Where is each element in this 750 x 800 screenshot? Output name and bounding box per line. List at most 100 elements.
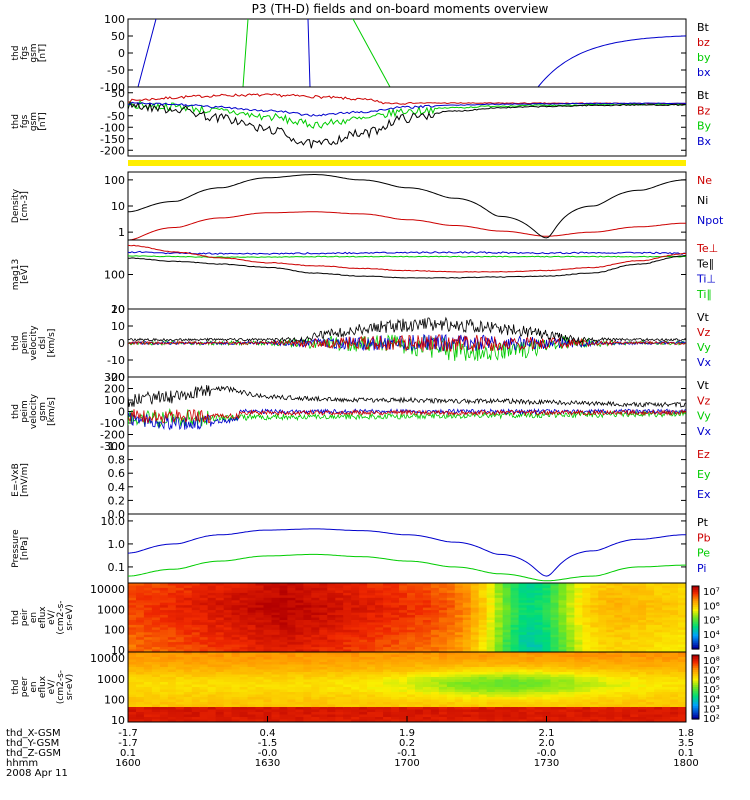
spectrogram-cell (223, 692, 233, 696)
spectrogram-cell (430, 682, 440, 686)
spectrogram-cell (407, 602, 416, 606)
spectrogram-cell (470, 659, 480, 663)
spectrogram-cell (175, 617, 185, 621)
spectrogram-cell (446, 620, 456, 624)
tick-label: 10.0 (101, 515, 126, 528)
spectrogram-cell (574, 620, 583, 624)
spectrogram-cell (247, 662, 257, 666)
spectrogram-cell (151, 689, 161, 693)
spectrogram-cell (590, 592, 599, 596)
spectrogram-cell (287, 682, 296, 686)
spectrogram-cell (478, 697, 488, 701)
spectrogram-cell (399, 719, 408, 722)
spectrogram-cell (630, 612, 639, 616)
spectrogram-cell (415, 667, 424, 671)
spectrogram-cell (231, 652, 241, 656)
spectrogram-cell (582, 615, 591, 619)
spectrogram-cell (678, 682, 686, 686)
spectrogram-cell (407, 714, 416, 718)
spectrogram-cell (422, 712, 432, 716)
spectrogram-cell (287, 649, 296, 652)
legend-vt: Vt (697, 379, 710, 392)
spectrogram-cell (191, 585, 201, 589)
spectrogram-cell (630, 617, 639, 621)
legend-vx: Vx (697, 356, 712, 369)
spectrogram-cell (558, 585, 568, 589)
spectrogram-cell (678, 620, 686, 624)
spectrogram-cell (303, 712, 312, 716)
spectrogram-cell (614, 647, 623, 651)
spectrogram-cell (415, 590, 424, 594)
spectrogram-cell (558, 620, 568, 624)
spectrogram-cell (454, 702, 464, 706)
spectrogram-cell (351, 585, 360, 589)
spectrogram-cell (343, 662, 352, 666)
spectrogram-cell (518, 672, 528, 676)
spectrogram-cell (319, 699, 328, 703)
spectrogram-cell (510, 585, 520, 589)
spectrogram-cell (311, 642, 320, 646)
spectrogram-cell (287, 610, 296, 614)
spectrogram-cell (263, 667, 273, 671)
spectrogram-cell (638, 602, 647, 606)
spectrogram-cell (566, 692, 575, 696)
spectrogram-cell (670, 602, 679, 606)
spectrogram-cell (143, 610, 153, 614)
spectrogram-cell (454, 667, 464, 671)
spectrogram-cell (582, 602, 591, 606)
spectrogram-cell (454, 657, 464, 661)
spectrogram-cell (255, 669, 265, 673)
spectrogram-cell (606, 692, 615, 696)
spectrogram-cell (383, 605, 392, 609)
spectrogram-cell (622, 592, 631, 596)
spectrogram-cell (446, 677, 456, 681)
spectrogram-cell (526, 583, 536, 587)
spectrogram-cell (143, 707, 153, 711)
spectrogram-cell (351, 669, 360, 673)
legend-pe: Pe (697, 547, 710, 560)
spectrogram-cell (167, 642, 177, 646)
spectrogram-cell (614, 595, 623, 599)
spectrogram-cell (542, 659, 552, 663)
spectrogram-cell (303, 610, 312, 614)
spectrogram-cell (223, 649, 233, 652)
spectrogram-cell (670, 679, 679, 683)
spectrogram-cell (375, 592, 384, 596)
spectrogram-cell (550, 652, 560, 656)
spectrogram-cell (446, 610, 456, 614)
spectrogram-cell (646, 682, 655, 686)
spectrogram-cell (343, 674, 352, 678)
spectrogram-cell (247, 657, 257, 661)
spectrogram-cell (375, 600, 384, 604)
spectrogram-cell (255, 647, 265, 651)
spectrogram-cell (271, 597, 281, 601)
spectrogram-cell (175, 600, 185, 604)
spectrogram-cell (430, 587, 440, 591)
spectrogram-cell (630, 707, 639, 711)
spectrogram-cell (327, 712, 336, 716)
spectrogram-cell (518, 704, 528, 708)
spectrogram-cell (574, 652, 583, 656)
spectrogram-cell (646, 714, 655, 718)
spectrogram-cell (630, 714, 639, 718)
spectrogram-cell (590, 664, 599, 668)
spectrogram-cell (470, 689, 480, 693)
spectrogram-cell (399, 632, 408, 636)
spectrogram-cell (247, 615, 257, 619)
spectrogram-cell (526, 684, 536, 688)
spectrogram-cell (494, 672, 504, 676)
spectrogram-cell (159, 694, 169, 698)
spectrogram-cell (654, 694, 663, 698)
spectrogram-cell (375, 702, 384, 706)
spectrogram-cell (128, 672, 137, 676)
spectrogram-cell (399, 707, 408, 711)
spectrogram-cell (614, 714, 623, 718)
spectrogram-cell (319, 677, 328, 681)
spectrogram-cell (255, 659, 265, 663)
spectrogram-cell (167, 689, 177, 693)
spectrogram-cell (470, 620, 480, 624)
spectrogram-cell (494, 634, 504, 638)
spectrogram-cell (502, 684, 512, 688)
spectrogram-cell (295, 617, 304, 621)
spectrogram-cell (207, 583, 217, 587)
